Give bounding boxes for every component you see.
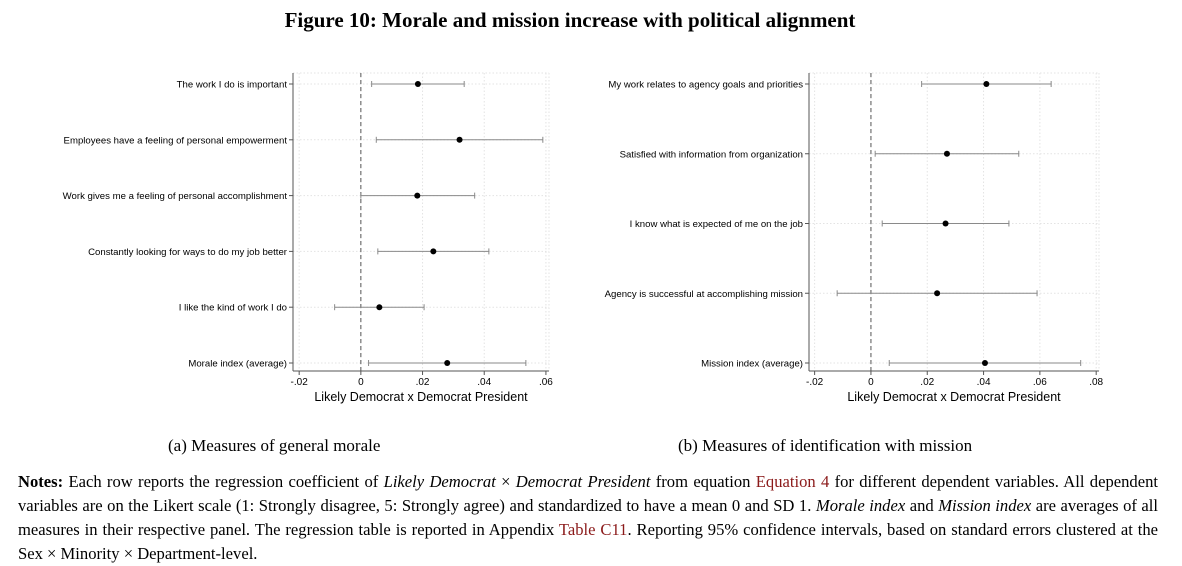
point-estimate xyxy=(942,220,949,227)
x-axis-title: Likely Democrat x Democrat President xyxy=(847,390,1061,404)
notes-text-2: × xyxy=(495,472,516,491)
x-tick-label: -.02 xyxy=(806,377,824,388)
x-tick-label: .04 xyxy=(977,377,991,388)
chart-panel-b: -.02 0 .02 .04 .06 .08 Likely Democrat x Democ… xyxy=(605,72,1104,404)
row-label: My work relates to agency goals and prio… xyxy=(608,80,803,91)
row-label: Morale index (average) xyxy=(188,359,287,370)
point-estimate xyxy=(414,192,421,199)
row-label: Work gives me a feeling of personal acco… xyxy=(63,191,288,202)
point-estimate xyxy=(981,360,988,366)
row-label: I like the kind of work I do xyxy=(179,303,287,314)
figure-title: Figure 10: Morale and mission increase w… xyxy=(284,8,856,32)
point-estimate xyxy=(456,136,463,143)
notes-var-likely-democrat: Likely Democrat xyxy=(383,472,496,491)
point-estimate xyxy=(444,360,451,366)
x-tick-label: -.02 xyxy=(291,377,309,388)
row-label: Mission index (average) xyxy=(701,359,803,370)
point-estimate xyxy=(943,150,950,157)
x-tick-label: .08 xyxy=(1089,377,1103,388)
row-label: I know what is expected of me on the job xyxy=(630,219,803,230)
equation-4-link[interactable]: Equation 4 xyxy=(755,472,830,491)
notes-text-6: are averages of all measures in their re… xyxy=(18,496,1159,539)
plot-area xyxy=(293,73,549,371)
point-estimate xyxy=(983,81,990,87)
point-estimate xyxy=(414,81,421,87)
row-label: Satisfied with information from organiza… xyxy=(620,149,803,160)
notes-text-7: . Reporting 95% confidence intervals, ba… xyxy=(18,520,1158,563)
caption-panel-a: (a) Measures of general morale xyxy=(168,436,381,455)
x-axis-title: Likely Democrat x Democrat President xyxy=(314,390,528,404)
notes-text-5: and xyxy=(905,496,939,515)
x-tick-label: .06 xyxy=(1033,377,1047,388)
notes-var-democrat-president: Democrat President xyxy=(515,472,651,491)
figure-notes: Notes: Each row reports the regression c… xyxy=(18,470,1158,566)
plot-area xyxy=(809,73,1099,371)
chart-panel-a: -.02 0 .02 .04 .06 Likely Democrat x Democrat… xyxy=(63,72,553,404)
row-label: The work I do is important xyxy=(177,80,288,91)
x-tick-label: .06 xyxy=(539,377,553,388)
notes-text-3: from equation xyxy=(650,472,756,491)
row-label: Employees have a feeling of personal emp… xyxy=(64,135,288,146)
point-estimate xyxy=(376,304,383,311)
row-label: Constantly looking for ways to do my job… xyxy=(88,247,288,258)
x-tick-label: 0 xyxy=(358,377,364,388)
row-label: Agency is successful at accomplishing mi… xyxy=(605,289,803,300)
x-tick-label: .04 xyxy=(477,377,491,388)
notes-lead: Notes: xyxy=(18,472,64,491)
notes-morale-index: Morale index xyxy=(815,496,906,515)
notes-mission-index: Mission index xyxy=(938,496,1032,515)
notes-text-1: Each row reports the regression coeffici… xyxy=(63,472,384,491)
x-tick-label: .02 xyxy=(920,377,934,388)
x-tick-label: 0 xyxy=(868,377,874,388)
caption-panel-b: (b) Measures of identification with miss… xyxy=(678,436,973,455)
point-estimate xyxy=(430,248,437,255)
x-tick-label: .02 xyxy=(416,377,430,388)
point-estimate xyxy=(934,290,941,297)
notes-text-4: for different dependent variables. All d… xyxy=(18,472,1158,515)
table-c11-link[interactable]: Table C11 xyxy=(558,520,628,539)
